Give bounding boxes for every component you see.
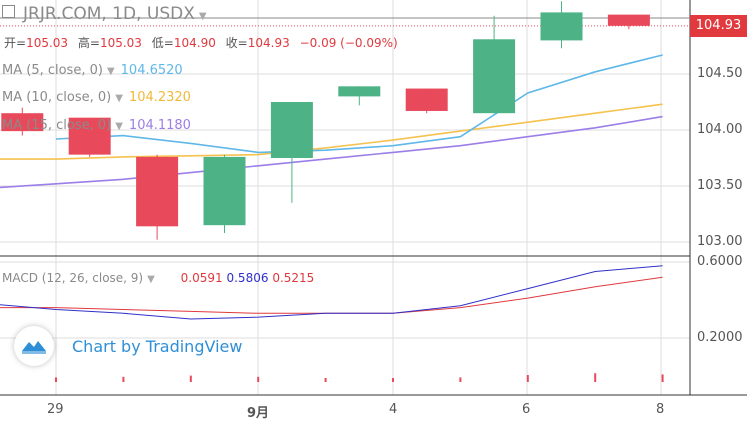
macd-label: MACD (12, 26, close, 9) — [2, 271, 144, 285]
open-label: 开= — [4, 36, 27, 50]
chevron-down-icon[interactable]: ▼ — [115, 121, 123, 132]
open-value: 105.03 — [26, 36, 69, 50]
candle-body — [136, 156, 179, 227]
ma10-legend[interactable]: MA (10, close, 0) ▼ 104.2320 — [2, 90, 191, 105]
chevron-down-icon[interactable]: ▼ — [115, 93, 123, 104]
price-tick: 103.50 — [697, 178, 743, 193]
ma5-line — [55, 54, 663, 154]
price-tick: 103.00 — [697, 234, 743, 249]
symbol-title[interactable]: JRJR.COM, 1D, USDX ▼ — [2, 4, 207, 24]
ma10-label: MA (10, close, 0) — [2, 90, 112, 105]
ma5-legend[interactable]: MA (5, close, 0) ▼ 104.6520 — [2, 63, 183, 78]
price-tick: 104.00 — [697, 122, 743, 137]
high-label: 高= — [77, 36, 100, 50]
ma5-value: 104.6520 — [120, 63, 183, 78]
time-tick: 6 — [522, 402, 531, 417]
change-value: −0.09 (−0.09%) — [299, 36, 398, 50]
time-tick: 8 — [656, 402, 665, 417]
macd-legend[interactable]: MACD (12, 26, close, 9) ▼ 0.0591 0.5806 0… — [2, 271, 314, 285]
macd-main-line — [0, 265, 663, 320]
watermark-text: Chart by TradingView — [72, 336, 243, 356]
macd-hist-value: 0.0591 — [180, 271, 223, 285]
chevron-down-icon[interactable]: ▼ — [198, 11, 207, 22]
chevron-down-icon[interactable]: ▼ — [147, 274, 155, 285]
candle-body — [540, 12, 583, 41]
ma15-line — [0, 115, 663, 189]
time-tick: 9月 — [247, 406, 270, 421]
symbol-title-text: JRJR.COM, 1D, USDX — [23, 4, 195, 24]
macd-signal-value: 0.5215 — [272, 271, 315, 285]
close-label: 收= — [225, 36, 248, 50]
chevron-down-icon[interactable]: ▼ — [106, 66, 115, 77]
candle-body — [68, 117, 111, 155]
macd-tick: 0.6000 — [697, 254, 743, 269]
close-value: 104.93 — [247, 36, 290, 50]
candle-body — [405, 88, 448, 111]
macd-line-value: 0.5806 — [226, 271, 269, 285]
ma15-value: 104.1180 — [128, 118, 191, 133]
ma10-line — [0, 103, 663, 160]
candle-body — [270, 102, 313, 158]
high-value: 105.03 — [99, 36, 142, 50]
candle-body — [203, 156, 246, 226]
time-tick: 4 — [389, 402, 398, 417]
collapse-icon[interactable] — [2, 5, 15, 18]
ma10-value: 104.2320 — [128, 90, 191, 105]
candle-body — [607, 14, 650, 26]
low-label: 低= — [151, 36, 174, 50]
candle-body — [338, 86, 381, 97]
ma5-label: MA (5, close, 0) — [2, 63, 103, 78]
tradingview-logo-icon — [14, 326, 54, 366]
time-tick: 29 — [47, 402, 64, 417]
tradingview-watermark[interactable]: Chart by TradingView — [14, 326, 242, 366]
ohlc-legend: 开=105.03 高=105.03 低=104.90 收=104.93 −0.0… — [4, 34, 404, 51]
ma15-label: MA (15, close, 0) — [2, 118, 112, 133]
candle-body — [1, 113, 44, 132]
ma15-legend[interactable]: MA (15, close, 0) ▼ 104.1180 — [2, 118, 191, 133]
macd-tick: 0.2000 — [697, 330, 743, 345]
price-tick: 104.50 — [697, 66, 743, 81]
candle-body — [473, 39, 516, 114]
last-price-tag: 104.93 — [690, 15, 747, 37]
low-value: 104.90 — [173, 36, 216, 50]
